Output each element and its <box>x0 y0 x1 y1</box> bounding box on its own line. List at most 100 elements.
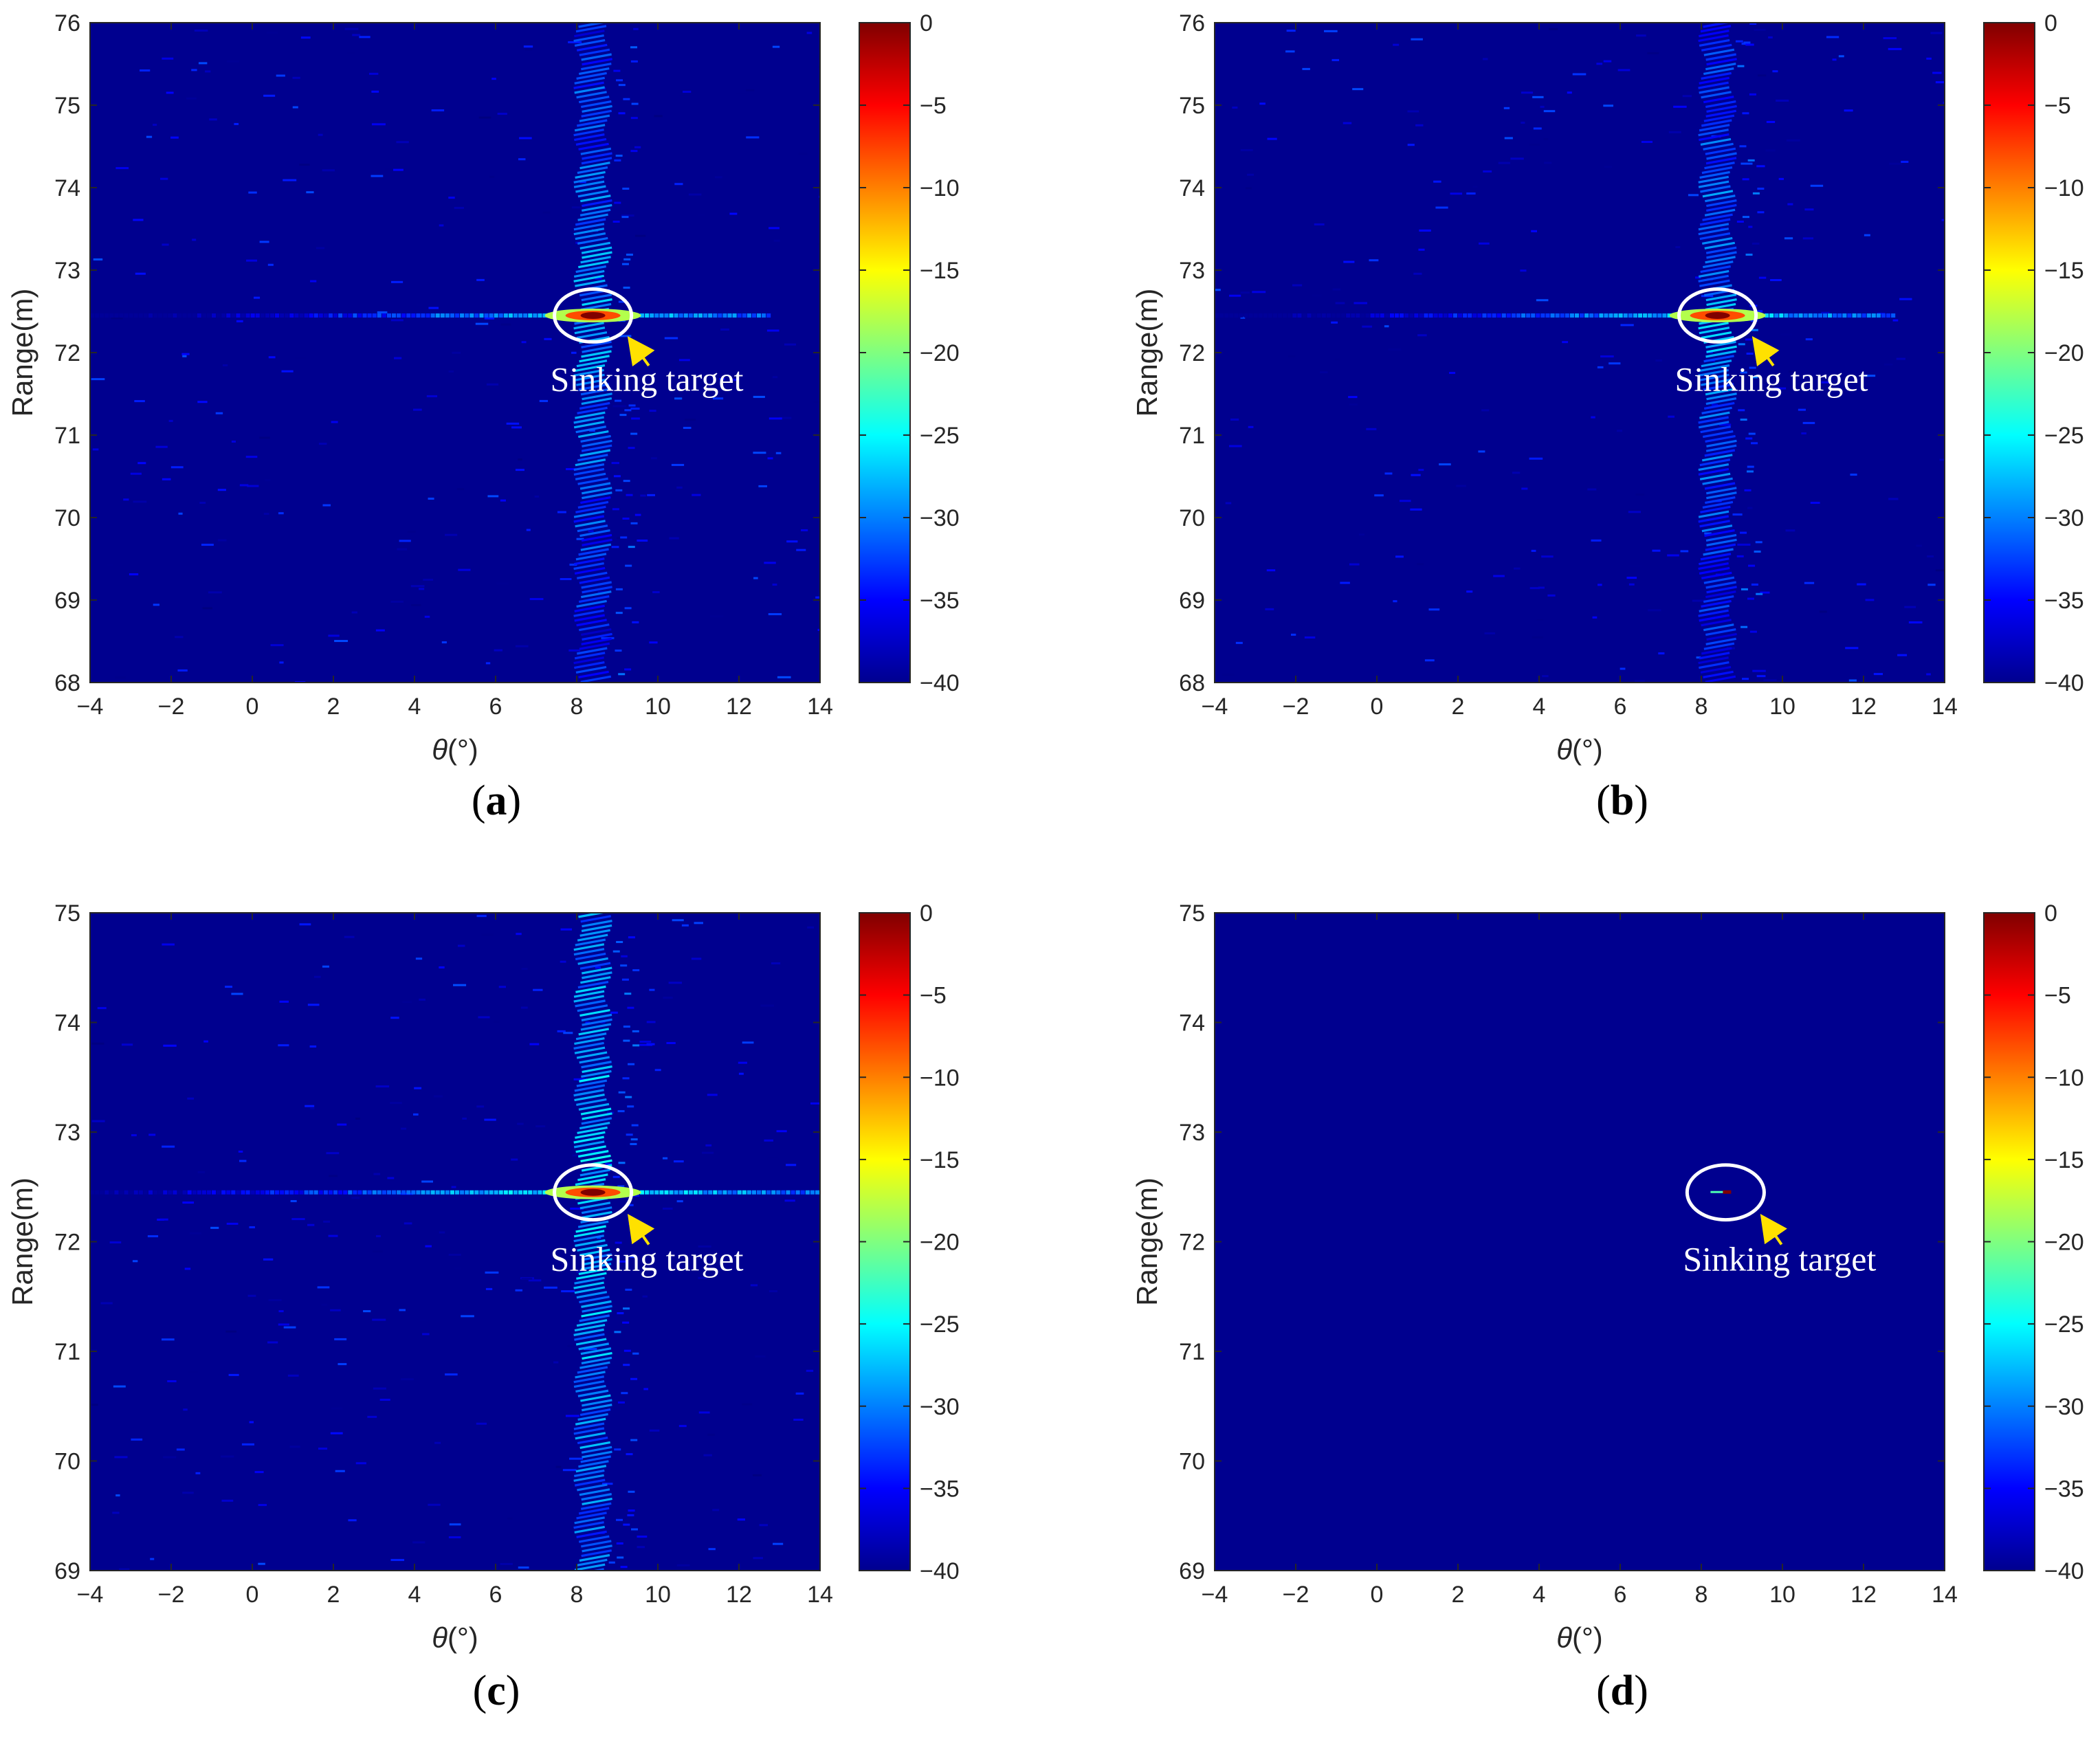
speckle <box>434 1441 441 1444</box>
sidelobe-speck <box>1752 192 1760 195</box>
sidelobe-segment <box>698 1190 703 1195</box>
speckle <box>664 337 678 340</box>
sidelobe-segment <box>1458 313 1463 318</box>
sidelobe-stripe <box>580 976 611 984</box>
speckle <box>1407 144 1415 146</box>
speckle <box>521 1006 528 1009</box>
sidelobe-stripe <box>577 261 609 269</box>
speckle <box>760 1004 775 1007</box>
speckle <box>1533 127 1542 130</box>
sidelobe-speck <box>631 1237 639 1239</box>
sidelobe-stripe <box>582 632 612 641</box>
sidelobe-stripe <box>580 302 612 311</box>
sidelobe-speck <box>632 621 639 623</box>
sidelobe-segment <box>1404 313 1409 318</box>
sidelobe-segment <box>289 1190 294 1195</box>
speckle <box>750 1284 758 1287</box>
sidelobe-segment <box>323 313 328 318</box>
speckle <box>457 944 465 947</box>
sidelobe-segment <box>377 313 382 318</box>
speckle <box>683 426 692 429</box>
speckle <box>529 1043 540 1045</box>
sidelobe-stripe <box>577 933 608 942</box>
sidelobe-segment <box>762 1190 766 1195</box>
speckle <box>1628 511 1641 513</box>
sidelobe-stripe <box>582 345 612 353</box>
sidelobe-segment <box>664 1190 669 1195</box>
target-arrow <box>1760 1214 1788 1245</box>
speckle <box>1916 544 1922 547</box>
sidelobe-stripe <box>1705 637 1736 645</box>
sidelobe-speck <box>615 489 623 491</box>
speckle <box>371 90 379 93</box>
sidelobe-segment <box>440 313 445 318</box>
sidelobe-stripe <box>580 1023 612 1031</box>
sidelobe-stripe <box>1702 477 1733 485</box>
x-tick-label: 14 <box>807 1582 833 1608</box>
sidelobe-stripe <box>1705 109 1736 118</box>
speckle <box>198 62 208 65</box>
speckle <box>1549 27 1558 30</box>
speckle <box>1652 549 1661 552</box>
x-tick-label: 12 <box>726 1582 752 1608</box>
speckle <box>1667 554 1679 557</box>
speckle <box>162 943 175 946</box>
speckle <box>155 445 168 448</box>
sidelobe-segment <box>1268 313 1272 318</box>
speckle <box>428 1503 441 1506</box>
speckle <box>259 436 270 439</box>
speckle <box>694 922 703 924</box>
sidelobe-stripe <box>1701 166 1733 175</box>
speckle <box>313 975 321 978</box>
speckle <box>1636 34 1646 37</box>
speckle <box>231 440 236 443</box>
speckle <box>518 158 526 161</box>
colorbar-tick-label: −40 <box>2044 670 2084 696</box>
speckle <box>448 1254 461 1256</box>
sidelobe-stripe <box>1701 331 1732 340</box>
sidelobe-segment <box>776 1190 781 1195</box>
y-tick-label: 71 <box>1179 1339 1205 1365</box>
sidelobe-stripe <box>1700 665 1732 674</box>
speckle <box>485 1271 499 1274</box>
sidelobe-segment <box>1618 313 1623 318</box>
sidelobe-stripe <box>1699 411 1730 419</box>
speckle <box>148 1133 156 1136</box>
speckle <box>1883 37 1897 40</box>
x-tick-label: 0 <box>1371 694 1384 720</box>
sidelobe-stripe <box>577 1150 609 1158</box>
sidelobe-stripe <box>573 1328 604 1336</box>
sidelobe-speck <box>630 46 638 49</box>
sidelobe-segment <box>1428 313 1433 318</box>
sidelobe-segment <box>133 313 138 318</box>
sidelobe-stripe <box>1705 388 1736 396</box>
sidelobe-segment <box>1283 313 1287 318</box>
speckle <box>1848 679 1857 682</box>
sidelobe-segment <box>1555 313 1560 318</box>
speckle <box>146 135 153 138</box>
sidelobe-segment <box>353 313 357 318</box>
x-axis-unit: (°) <box>1572 1621 1603 1654</box>
speckle <box>191 69 197 71</box>
speckle <box>515 469 524 472</box>
y-tick-label: 73 <box>1179 258 1205 284</box>
speckle <box>236 320 243 322</box>
speckle <box>698 1411 710 1414</box>
speckle <box>481 933 494 936</box>
speckle <box>1850 474 1857 476</box>
speckle <box>1384 472 1393 475</box>
sidelobe-segment <box>294 313 299 318</box>
sidelobe-segment <box>425 313 430 318</box>
sidelobe-segment <box>786 1190 791 1195</box>
speckle <box>439 1231 445 1234</box>
speckle <box>494 649 502 652</box>
sidelobe-stripe <box>576 1272 607 1280</box>
speckle <box>1600 355 1614 358</box>
sidelobe-stripe <box>1706 439 1737 447</box>
sidelobe-segment <box>1482 313 1487 318</box>
sidelobe-segment <box>1584 313 1589 318</box>
sidelobe-segment <box>518 313 523 318</box>
speckle <box>131 1134 137 1137</box>
sidelobe-segment <box>1419 313 1424 318</box>
sidelobe-stripe <box>1703 576 1735 584</box>
